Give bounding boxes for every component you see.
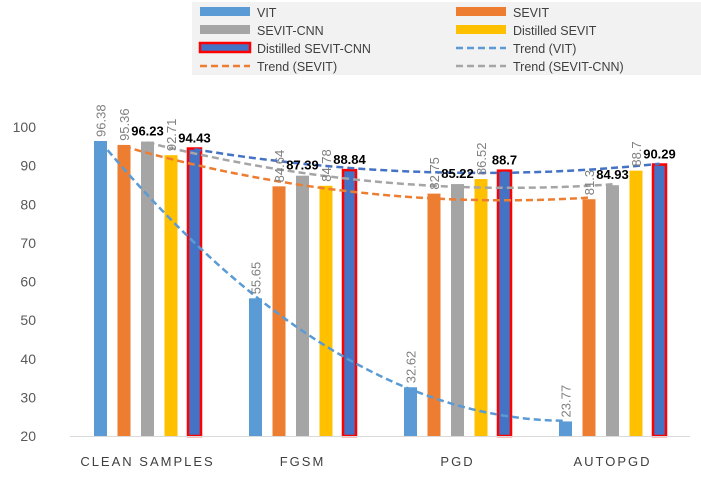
bar-distilled-sevit [474, 179, 488, 436]
data-label-distilled-sevit-cnn: 88.84 [333, 152, 366, 167]
bar-sevit-cnn [606, 185, 619, 436]
y-tick-label: 40 [20, 351, 36, 367]
data-label-distilled-sevit: 88.7 [629, 141, 644, 166]
category-label: CLEAN SAMPLES [80, 454, 214, 469]
y-tick-label: 50 [20, 312, 36, 328]
legend-label-sevit-cnn: SEVIT-CNN [257, 24, 324, 38]
data-label-sevit: 82.75 [427, 157, 442, 190]
bar-vit [404, 387, 417, 436]
bar-vit [94, 140, 107, 437]
bar-sevit [117, 144, 131, 436]
trend-line-trend-distilled-sevit-cnn [194, 147, 660, 175]
bar-distilled-sevit [319, 185, 333, 436]
data-label-sevit: 84.64 [272, 150, 287, 183]
trend-line-trend-sevit [123, 145, 590, 202]
legend-swatch-distilled-sevit-cnn [198, 41, 252, 54]
legend-label-sevit: SEVIT [513, 6, 549, 20]
bars [94, 140, 668, 438]
bar-vit [559, 421, 572, 436]
data-label-sevit-cnn: 87.39 [286, 158, 319, 173]
bar-distilled-sevit-cnn [186, 147, 203, 438]
legend-label-distilled-sevit-cnn: Distilled SEVIT-CNN [257, 42, 371, 56]
data-label-distilled-sevit-cnn: 94.43 [178, 131, 211, 146]
data-label-vit: 55.65 [249, 262, 264, 295]
bar-distilled-sevit-cnn [496, 169, 513, 438]
data-label-sevit-cnn: 85.22 [441, 166, 474, 181]
data-label-vit: 96.38 [94, 104, 109, 137]
data-label-distilled-sevit-cnn: 88.7 [492, 153, 517, 168]
data-label-sevit: 81.3 [582, 170, 597, 195]
bar-sevit [272, 186, 286, 436]
data-labels: 96.38 55.65 32.62 23.77 95.36 84.64 82.75 81.3 9… [94, 104, 676, 417]
category-label: FGSM [280, 454, 326, 469]
legend-label-trend-vit: Trend (VIT) [513, 42, 576, 56]
legend-label-trend-sevit: Trend (SEVIT) [257, 60, 337, 74]
legend-label-vit: VIT [257, 6, 277, 20]
y-tick-label: 80 [20, 196, 36, 212]
bar-distilled-sevit-cnn [651, 163, 668, 438]
bar-sevit [427, 193, 441, 436]
legend-swatch-vit [200, 7, 250, 16]
y-tick-label: 70 [20, 235, 36, 251]
trend-line-trend-sevit-cnn [147, 141, 613, 190]
legend-background [192, 2, 701, 75]
bar-sevit [582, 199, 596, 436]
data-label-sevit: 95.36 [117, 108, 132, 141]
y-tick-label: 100 [13, 119, 37, 135]
y-tick-label: 30 [20, 389, 36, 405]
y-tick-label: 60 [20, 274, 36, 290]
y-axis: 20 30 40 50 60 70 80 90 100 [13, 119, 37, 444]
bar-distilled-sevit [629, 170, 643, 437]
data-label-sevit-cnn: 84.93 [596, 167, 629, 182]
legend-swatch-distilled-sevit [456, 25, 506, 34]
y-tick-label: 20 [20, 428, 36, 444]
legend-swatch-sevit [456, 7, 506, 16]
bar-sevit-cnn [451, 184, 464, 436]
data-label-distilled-sevit-cnn: 90.29 [643, 147, 676, 162]
category-label: AUTOPGD [573, 454, 651, 469]
bar-distilled-sevit [164, 155, 178, 436]
data-label-distilled-sevit: 84.78 [319, 149, 334, 182]
legend-label-trend-sevit-cnn: Trend (SEVIT-CNN) [513, 60, 624, 74]
x-axis: CLEAN SAMPLES FGSM PGD AUTOPGD [70, 436, 690, 469]
data-label-vit: 23.77 [559, 385, 574, 418]
legend: VIT SEVIT SEVIT-CNN Distilled SEVIT Distille… [192, 2, 701, 75]
bar-vit [249, 298, 262, 436]
trend-line-trend-vit [99, 140, 566, 423]
y-tick-label: 90 [20, 158, 36, 174]
category-label: PGD [440, 454, 474, 469]
trend-lines [99, 140, 660, 423]
bar-distilled-sevit-cnn [341, 168, 358, 438]
legend-swatch-sevit-cnn [200, 25, 250, 34]
data-label-vit: 32.62 [404, 351, 419, 384]
bar-sevit-cnn [141, 141, 154, 436]
data-label-distilled-sevit: 86.52 [474, 143, 489, 176]
data-label-sevit-cnn: 96.23 [131, 124, 164, 139]
legend-label-distilled-sevit: Distilled SEVIT [513, 24, 597, 38]
data-label-distilled-sevit: 92.71 [164, 119, 179, 152]
bar-sevit-cnn [296, 175, 309, 437]
